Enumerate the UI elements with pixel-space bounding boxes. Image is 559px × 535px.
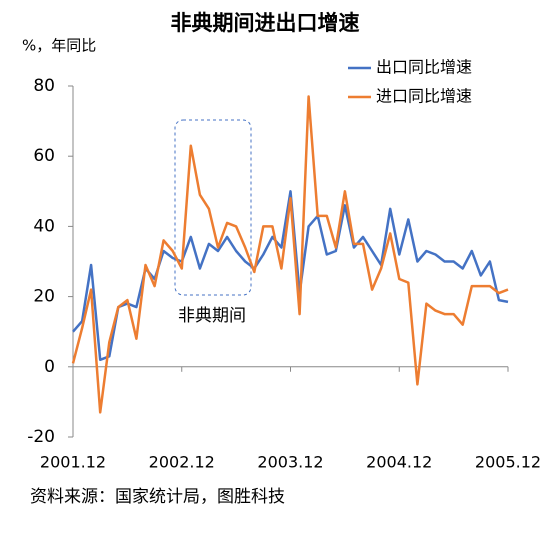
line-series bbox=[71, 95, 509, 414]
x-tick-label: 2003.12 bbox=[257, 453, 323, 472]
annotation-box bbox=[174, 119, 252, 296]
chart-title: 非典期间进出口增速 bbox=[171, 11, 360, 35]
x-tick-label: 2004.12 bbox=[366, 453, 432, 472]
legend-label: 出口同比增速 bbox=[376, 58, 472, 77]
x-tick-label: 2005.12 bbox=[475, 453, 541, 472]
x-tick-label: 2001.12 bbox=[40, 453, 106, 472]
y-tick-label: 20 bbox=[33, 287, 55, 307]
x-tick-label: 2002.12 bbox=[149, 453, 215, 472]
y-tick-label: 80 bbox=[33, 76, 55, 96]
line-series bbox=[72, 190, 509, 362]
y-tick-label: 60 bbox=[33, 146, 55, 166]
y-axis-label: %，年同比 bbox=[22, 37, 96, 55]
y-tick-label: 0 bbox=[44, 357, 55, 377]
annotation: 非典期间 bbox=[178, 306, 246, 326]
y-tick-label: -20 bbox=[27, 427, 55, 447]
legend-label: 进口同比增速 bbox=[376, 87, 472, 106]
y-tick-label: 40 bbox=[33, 216, 55, 236]
source: 资料来源：国家统计局，图胜科技 bbox=[30, 487, 285, 507]
